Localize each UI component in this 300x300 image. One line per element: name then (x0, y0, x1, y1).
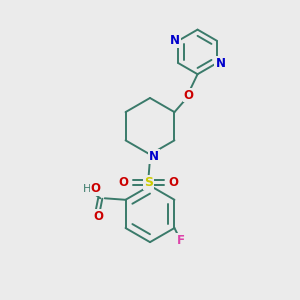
Text: N: N (215, 57, 225, 70)
Text: O: O (119, 176, 129, 189)
Text: O: O (168, 176, 178, 189)
Text: O: O (93, 210, 103, 223)
Text: S: S (144, 176, 153, 189)
Text: F: F (176, 234, 184, 247)
Text: H: H (83, 184, 92, 194)
Text: O: O (184, 88, 194, 101)
Text: N: N (148, 150, 159, 163)
Text: O: O (91, 182, 101, 195)
Text: N: N (170, 34, 180, 47)
